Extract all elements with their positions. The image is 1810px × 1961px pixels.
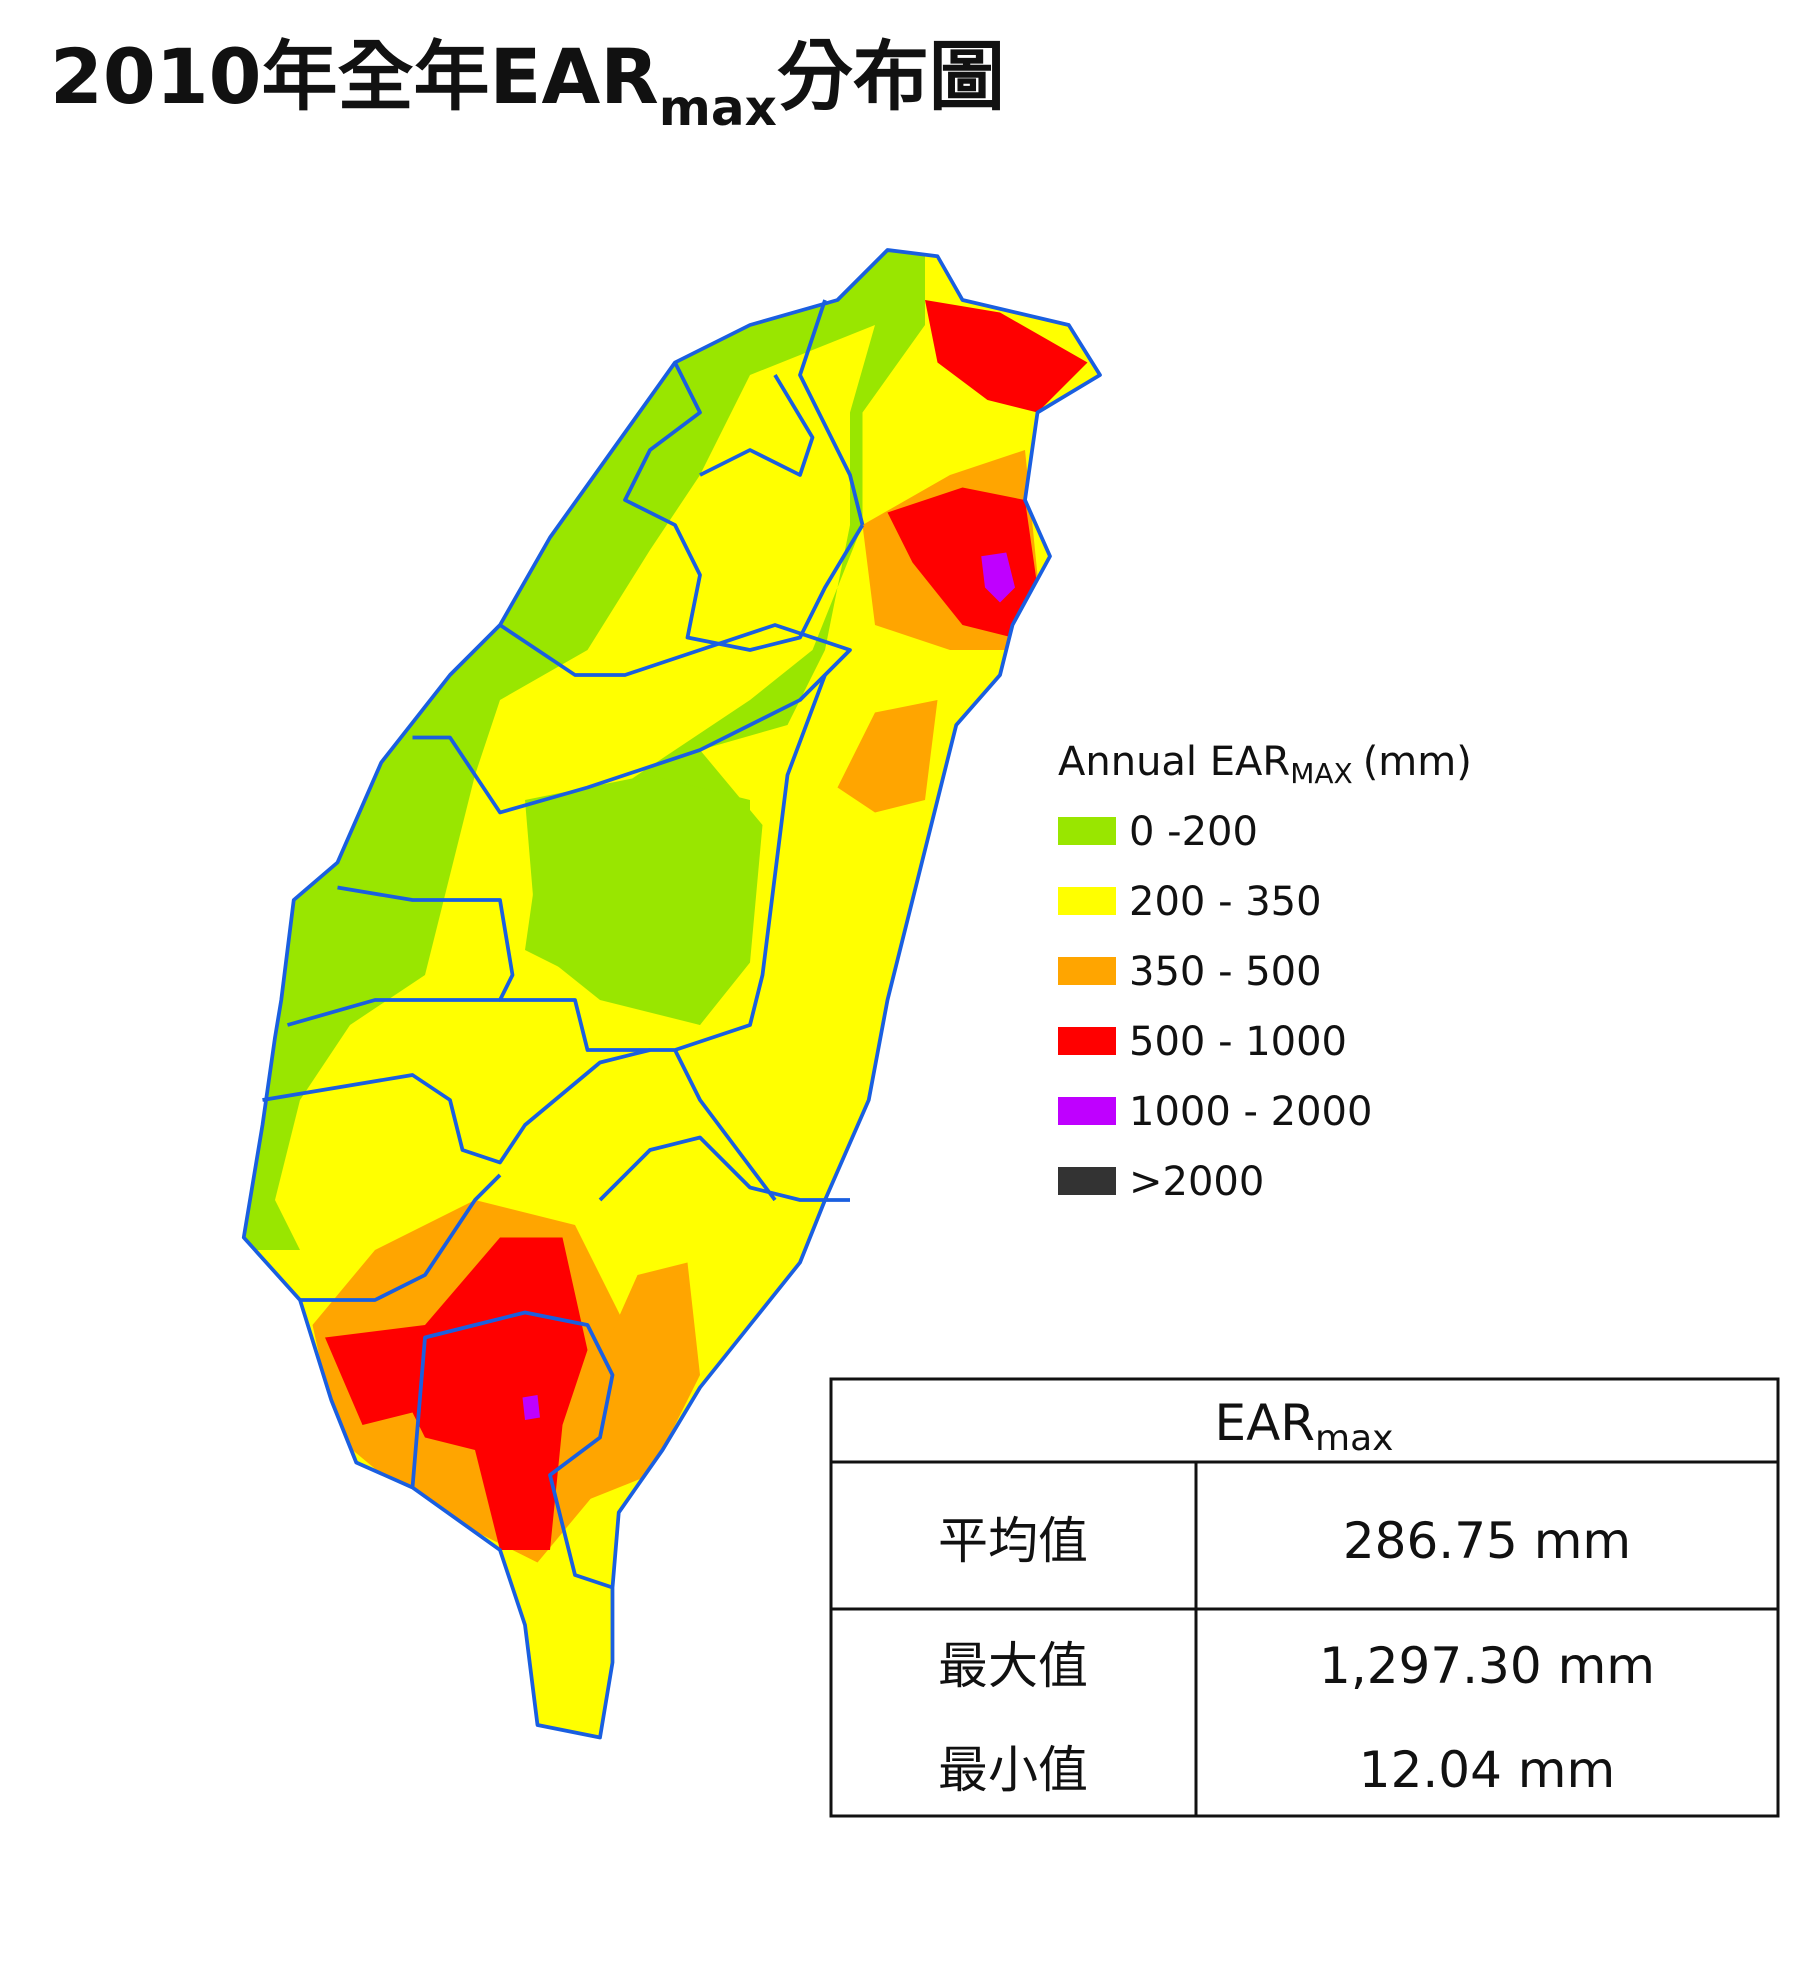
row-value: 286.75 mm xyxy=(1343,1512,1631,1570)
map-zone xyxy=(587,1262,700,1500)
table-frame xyxy=(829,1377,1780,1818)
legend-title: Annual EARMAX (mm) xyxy=(1058,739,1472,790)
legend-label: 1000 - 2000 xyxy=(1129,1089,1372,1135)
stats-table: EARmax 平均值 286.75 mm 最大值 1,297.30 mm 最小值… xyxy=(829,1377,1780,1818)
map-zone xyxy=(522,1395,540,1420)
legend-title-unit: (mm) xyxy=(1363,739,1472,785)
legend-swatch xyxy=(1058,887,1116,915)
legend: 0 -200 200 - 350 350 - 500 500 - 1000 1000 -… xyxy=(1058,809,1372,1205)
map-zone xyxy=(925,300,1088,413)
legend-label: 200 - 350 xyxy=(1129,879,1322,925)
map-zone xyxy=(325,1237,588,1550)
row-label: 最大值 xyxy=(938,1637,1088,1695)
table-header: EARmax xyxy=(1215,1394,1394,1459)
row-label: 最小值 xyxy=(938,1741,1088,1799)
legend-label: 350 - 500 xyxy=(1129,949,1322,995)
legend-swatch xyxy=(1058,1097,1116,1125)
row-value: 12.04 mm xyxy=(1359,1741,1615,1799)
legend-title-main: Annual EAR xyxy=(1058,739,1290,785)
legend-swatch xyxy=(1058,957,1116,985)
map-zone xyxy=(525,775,750,1025)
row-label: 平均值 xyxy=(938,1512,1088,1570)
legend-swatch xyxy=(1058,817,1116,845)
legend-label: 500 - 1000 xyxy=(1129,1019,1347,1065)
map-county-lines xyxy=(262,299,865,1590)
title: 2010年全年EARmax分布圖 xyxy=(50,32,1005,137)
title-sub: max xyxy=(659,79,777,137)
map-zone xyxy=(837,700,938,813)
legend-label: >2000 xyxy=(1129,1159,1264,1205)
title-main: 2010年全年EAR xyxy=(50,32,659,121)
map-zone xyxy=(981,552,1015,603)
table-header-sub: max xyxy=(1315,1418,1393,1459)
legend-swatch xyxy=(1058,1167,1116,1195)
table-header-main: EAR xyxy=(1215,1394,1316,1452)
legend-label: 0 -200 xyxy=(1129,809,1258,855)
legend-title-sub: MAX xyxy=(1290,757,1353,790)
legend-swatch xyxy=(1058,1027,1116,1055)
row-value: 1,297.30 mm xyxy=(1319,1637,1655,1695)
title-end: 分布圖 xyxy=(777,32,1005,121)
